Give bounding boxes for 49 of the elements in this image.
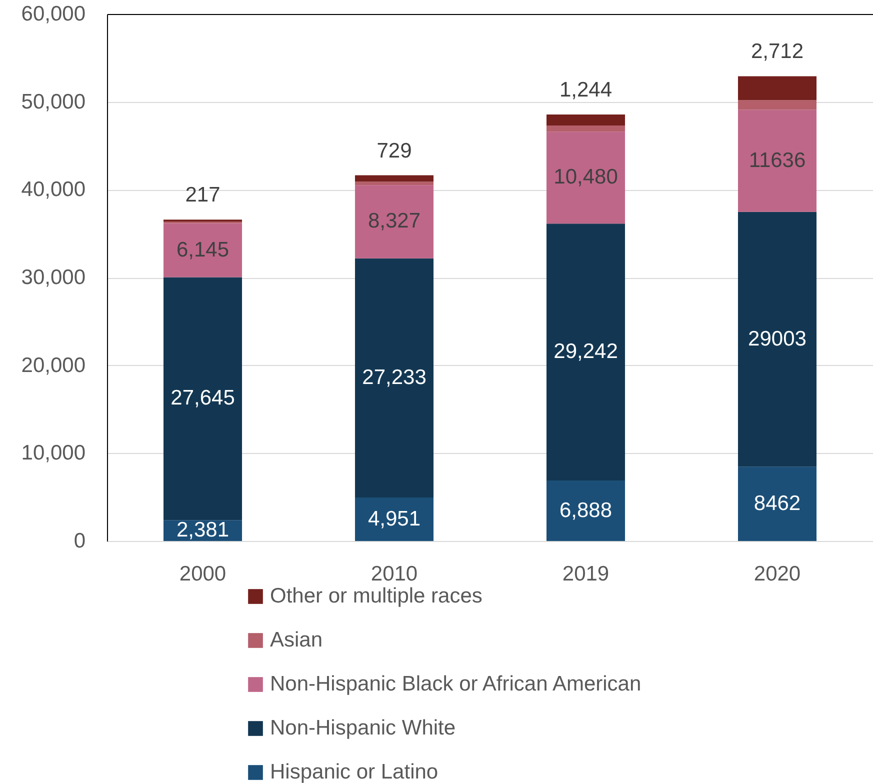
bar (738, 466, 817, 541)
data-label: 10,480 (554, 166, 618, 189)
y-tick-label: 60,000 (21, 2, 86, 26)
data-label: 2,381 (176, 518, 230, 542)
data-label: 4,951 (368, 507, 421, 530)
bar (163, 223, 242, 278)
data-label: 29,242 (554, 340, 618, 364)
legend-label: Other or multiple races (270, 584, 482, 608)
bar (738, 110, 817, 212)
bar (354, 258, 434, 498)
data-label: 2,712 (750, 40, 804, 64)
bar (738, 100, 817, 110)
legend-label: Non-Hispanic Black or African American (270, 672, 642, 696)
bar (738, 212, 817, 467)
y-tick-label: 0 (74, 530, 86, 552)
bar (546, 125, 626, 132)
data-label: 27,645 (170, 386, 235, 410)
x-tick-label: 2010 (370, 562, 418, 586)
bar (546, 114, 626, 126)
bar (546, 132, 626, 224)
bar (354, 182, 434, 186)
data-label: 6,145 (176, 238, 230, 262)
data-label: 29003 (748, 327, 806, 350)
bar (354, 185, 434, 258)
data-label: 8462 (754, 492, 801, 515)
bar (354, 498, 434, 541)
legend-label: Hispanic or Latino (270, 760, 438, 783)
legend-label: Non-Hispanic White (270, 716, 456, 740)
bar (163, 277, 242, 520)
data-label: 729 (376, 139, 412, 162)
bar (546, 480, 626, 541)
x-tick-label: 2020 (754, 562, 801, 586)
bar (546, 224, 626, 480)
data-label: 1,244 (559, 78, 612, 102)
bar (738, 76, 817, 100)
y-tick-label: 10,000 (21, 442, 86, 465)
y-tick-label: 50,000 (21, 90, 86, 114)
y-tick-label: 20,000 (21, 354, 86, 377)
y-tick-label: 40,000 (21, 178, 86, 202)
x-tick-label: 2000 (179, 562, 226, 586)
data-label: 11636 (748, 148, 806, 172)
x-tick-label: 2019 (562, 562, 610, 586)
data-label: 8,327 (368, 210, 421, 233)
data-label: 27,233 (362, 366, 426, 389)
legend-label: Asian (270, 628, 323, 652)
y-tick-label: 30,000 (21, 266, 86, 289)
data-label: 6,888 (559, 498, 612, 522)
data-label: 217 (185, 184, 220, 207)
bar (354, 175, 434, 182)
